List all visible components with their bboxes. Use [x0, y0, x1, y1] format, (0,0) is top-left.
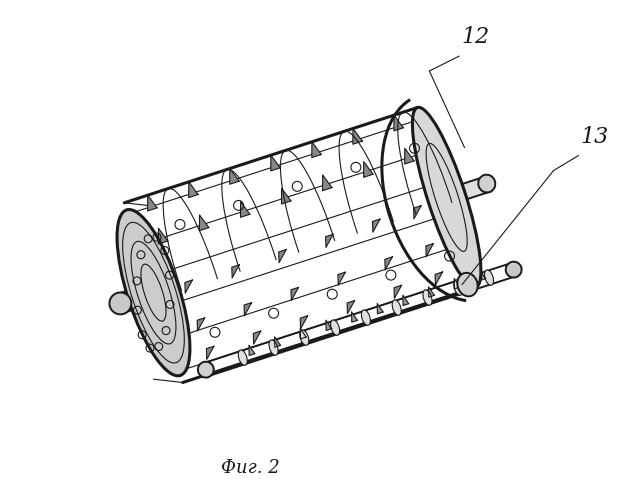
Text: Фиг. 2: Фиг. 2: [221, 458, 280, 476]
Polygon shape: [347, 300, 355, 314]
Polygon shape: [338, 272, 346, 285]
Polygon shape: [404, 148, 414, 164]
Polygon shape: [426, 244, 433, 256]
Ellipse shape: [413, 108, 481, 288]
Polygon shape: [300, 328, 306, 339]
Polygon shape: [385, 257, 393, 270]
Polygon shape: [394, 285, 402, 298]
Polygon shape: [394, 115, 403, 131]
Ellipse shape: [361, 310, 371, 326]
Polygon shape: [364, 162, 373, 178]
Polygon shape: [230, 168, 239, 184]
Ellipse shape: [392, 300, 401, 316]
Polygon shape: [322, 175, 332, 190]
Polygon shape: [435, 272, 443, 285]
Polygon shape: [414, 206, 421, 219]
Polygon shape: [300, 316, 308, 329]
Polygon shape: [372, 219, 380, 232]
Polygon shape: [275, 337, 280, 347]
Ellipse shape: [506, 262, 521, 278]
Polygon shape: [444, 176, 491, 205]
Ellipse shape: [269, 340, 278, 355]
Polygon shape: [232, 265, 239, 278]
Text: 13: 13: [580, 126, 608, 148]
Polygon shape: [185, 280, 192, 293]
Polygon shape: [377, 304, 383, 314]
Ellipse shape: [458, 273, 478, 296]
Polygon shape: [188, 182, 198, 198]
Ellipse shape: [423, 290, 432, 306]
Ellipse shape: [117, 210, 190, 376]
Polygon shape: [240, 202, 250, 218]
Ellipse shape: [300, 330, 309, 345]
Polygon shape: [197, 318, 205, 331]
Polygon shape: [429, 287, 434, 297]
Polygon shape: [200, 215, 209, 230]
Ellipse shape: [239, 350, 247, 366]
Polygon shape: [291, 288, 299, 300]
Polygon shape: [353, 128, 362, 144]
Polygon shape: [480, 270, 486, 280]
Ellipse shape: [454, 280, 463, 295]
Polygon shape: [454, 278, 460, 289]
Polygon shape: [312, 142, 321, 158]
Polygon shape: [403, 295, 409, 306]
Polygon shape: [158, 228, 168, 244]
Ellipse shape: [331, 320, 340, 336]
Polygon shape: [326, 320, 332, 330]
Polygon shape: [207, 346, 214, 360]
Ellipse shape: [485, 270, 493, 285]
Polygon shape: [148, 195, 157, 211]
Polygon shape: [326, 234, 333, 248]
Polygon shape: [254, 331, 261, 344]
Ellipse shape: [198, 362, 213, 378]
Polygon shape: [117, 283, 156, 313]
Text: 12: 12: [461, 26, 490, 48]
Polygon shape: [352, 312, 357, 322]
Ellipse shape: [478, 174, 495, 192]
Polygon shape: [271, 155, 280, 171]
Ellipse shape: [110, 292, 131, 314]
Polygon shape: [249, 345, 255, 356]
Polygon shape: [282, 188, 291, 204]
Polygon shape: [244, 302, 252, 316]
Polygon shape: [279, 250, 286, 262]
